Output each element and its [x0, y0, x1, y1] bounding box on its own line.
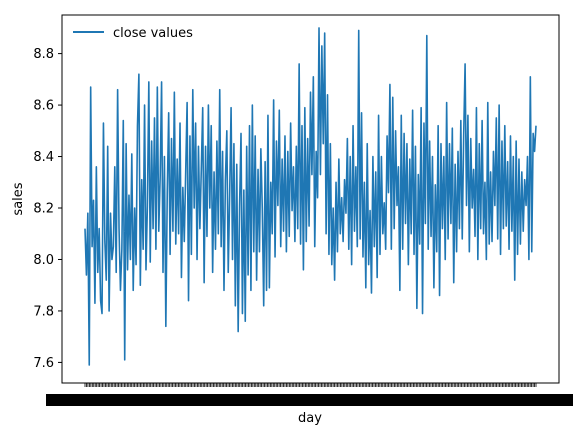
x-tick-labels-overlap	[46, 394, 573, 406]
legend: close values	[73, 26, 193, 41]
x-axis-label: day	[298, 411, 322, 426]
y-tick-label: 8.2	[33, 202, 54, 217]
legend-label-close-values: close values	[113, 26, 193, 41]
series-line-close-values	[84, 27, 537, 366]
plot-frame	[61, 14, 560, 384]
y-tick-label: 7.8	[33, 304, 54, 319]
y-tick-label: 7.6	[33, 356, 54, 371]
y-tick-label: 8.6	[33, 99, 54, 114]
y-tick-label: 8.4	[33, 150, 54, 165]
series-layer	[84, 27, 537, 366]
y-axis-label: sales	[11, 182, 26, 215]
y-tick-label: 8.0	[33, 253, 54, 268]
y-axis-ticks: 7.6 7.8 8.0 8.2 8.4 8.6 8.8	[33, 47, 62, 371]
x-axis-ticks	[46, 383, 573, 406]
y-tick-label: 8.8	[33, 47, 54, 62]
